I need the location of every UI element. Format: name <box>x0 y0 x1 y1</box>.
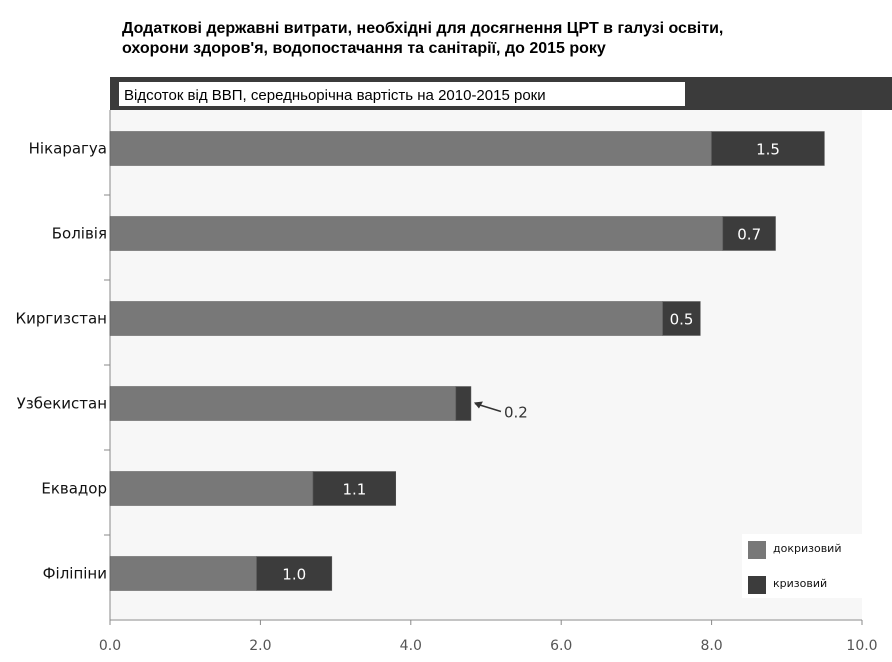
x-tick-label: 8.0 <box>700 638 722 654</box>
legend-swatch-pre-crisis <box>748 541 766 559</box>
bar-crisis <box>662 301 701 336</box>
x-tick-label: 6.0 <box>550 638 572 654</box>
bar-pre-crisis <box>109 301 663 336</box>
legend-label-crisis: кризовий <box>773 577 827 590</box>
bar-crisis <box>722 216 776 251</box>
bar-pre-crisis <box>109 556 257 591</box>
legend-swatch-crisis <box>748 576 766 594</box>
bar-pre-crisis <box>109 216 724 251</box>
callout-arrow-head <box>473 401 483 409</box>
chart-subtitle: Відсоток від ВВП, середньорічна вартість… <box>124 87 546 104</box>
category-label: Болівія <box>52 225 107 243</box>
data-label: 1.1 <box>342 481 366 499</box>
category-label-bg <box>0 304 109 331</box>
data-label: 0.2 <box>504 404 528 422</box>
bar-pre-crisis <box>109 386 457 421</box>
x-tick-label: 4.0 <box>400 638 422 654</box>
bar-pre-crisis <box>109 471 314 506</box>
bar-pre-crisis <box>109 131 712 166</box>
category-label-bg <box>0 219 109 246</box>
subtitle-box <box>119 82 685 106</box>
x-tick-label: 0.0 <box>99 638 121 654</box>
bar-crisis <box>256 556 333 591</box>
x-tick-label: 10.0 <box>846 638 877 654</box>
plot-area <box>110 79 862 619</box>
bar-crisis <box>455 386 472 421</box>
category-label: Узбекистан <box>17 395 107 413</box>
bar-crisis <box>711 131 825 166</box>
category-label-bg <box>0 134 109 161</box>
category-label-bg <box>0 389 109 416</box>
category-label: Киргизстан <box>15 310 107 328</box>
legend-label-pre-crisis: докризовий <box>773 542 841 555</box>
category-label: Еквадор <box>41 480 107 498</box>
chart-title-line-2: охорони здоров'я, водопостачання та сані… <box>122 40 606 57</box>
data-label: 1.5 <box>756 141 780 159</box>
category-label: Нікарагуа <box>29 140 107 158</box>
data-label: 0.5 <box>670 311 694 329</box>
category-label: Філіпіни <box>43 565 107 583</box>
data-label: 0.7 <box>737 226 761 244</box>
data-label: 1.0 <box>282 566 306 584</box>
category-label-bg <box>0 474 109 501</box>
x-tick-label: 2.0 <box>249 638 271 654</box>
bar-crisis <box>312 471 397 506</box>
chart-title-line-1: Додаткові державні витрати, необхідні дл… <box>122 20 723 37</box>
category-label-bg <box>0 559 109 586</box>
